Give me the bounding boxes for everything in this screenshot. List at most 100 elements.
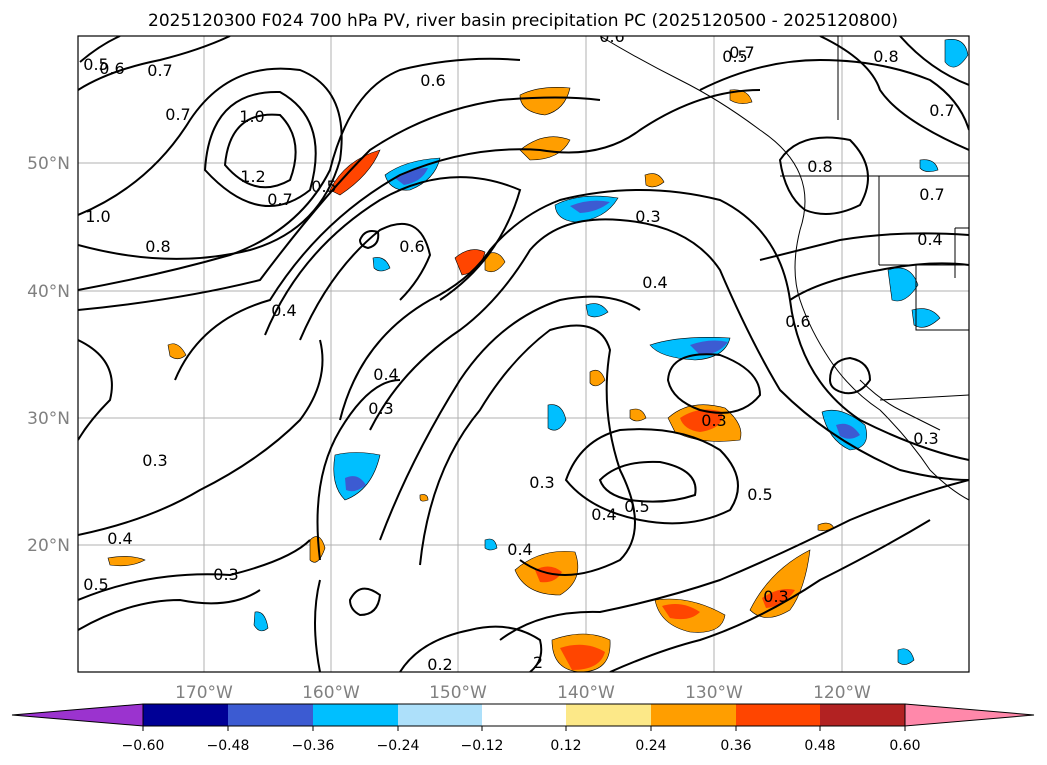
- pv-contour-line: [828, 356, 872, 395]
- lon-label-130w: 130°W: [685, 683, 743, 703]
- contour-label: 0.3: [142, 451, 167, 470]
- us-mexico-border: [879, 394, 969, 401]
- precip-patch: [519, 87, 571, 116]
- state-border: [878, 176, 969, 266]
- state-border: [915, 265, 969, 331]
- precip-patch: [911, 308, 941, 328]
- precip-patch: [484, 252, 506, 273]
- precip-patch: [484, 538, 498, 551]
- colorbar-tick-labels: −0.60 −0.48 −0.36 −0.24 −0.12 0.12 0.24 …: [122, 738, 921, 754]
- contour-label: 0.8: [807, 157, 832, 176]
- precip-patches: [107, 39, 969, 672]
- pv-contour-line: [358, 230, 380, 250]
- colorbar-tick-label: −0.24: [377, 738, 420, 754]
- map-panel[interactable]: 0.5 0.6 0.7 0.7 1.0 1.2 1.0 0.7 0.5 0.8 …: [77, 27, 970, 674]
- pv-contour-line: [78, 339, 113, 441]
- pv-contour-line: [78, 339, 324, 536]
- colorbar-extend-min: [11, 703, 144, 727]
- colorbar-bin: [313, 704, 398, 726]
- pv-contour-line: [379, 295, 641, 541]
- contour-label: 0.3: [763, 587, 788, 606]
- gridlines: [78, 36, 969, 672]
- contour-label: 0.3: [368, 399, 393, 418]
- contour-label: 0.3: [529, 473, 554, 492]
- colorbar-extend-max: [904, 703, 1035, 727]
- precip-patch: [395, 168, 428, 185]
- lat-label-30n: 30°N: [27, 409, 70, 429]
- precip-patch: [836, 423, 860, 439]
- contour-label: 0.6: [399, 237, 424, 256]
- colorbar-bin: [398, 704, 482, 726]
- pv-contour-line: [299, 222, 432, 341]
- colorbar-bin: [482, 704, 566, 726]
- contour-label: 0.4: [591, 505, 616, 524]
- pv-contour-line: [223, 113, 297, 189]
- contour-label: 0.6: [99, 59, 124, 78]
- precip-patch: [589, 369, 606, 387]
- pv-contour-line: [78, 539, 311, 601]
- contour-label: 0.5: [624, 497, 649, 516]
- contour-label: 0.3: [913, 429, 938, 448]
- colorbar-bin: [228, 704, 313, 726]
- precip-patch: [944, 39, 969, 68]
- precip-patch: [372, 257, 391, 272]
- pv-contour-line: [339, 189, 969, 461]
- lon-label-170w: 170°W: [175, 683, 233, 703]
- precip-patch: [662, 604, 700, 620]
- pv-contour-line: [598, 460, 697, 503]
- colorbar-tick-label: 0.36: [720, 738, 751, 754]
- colorbar-frame: [142, 703, 906, 727]
- contour-label: 0.5: [83, 55, 108, 74]
- contour-label: 0.4: [373, 365, 398, 384]
- precip-patch: [585, 303, 609, 318]
- precip-patch: [333, 452, 381, 501]
- pv-contour-line: [174, 89, 761, 381]
- pv-contour-line: [759, 232, 969, 261]
- lon-label-120w: 120°W: [813, 683, 871, 703]
- north-america-coast: [599, 36, 969, 501]
- lat-label-50n: 50°N: [27, 154, 70, 174]
- baja-coast: [859, 379, 941, 431]
- colorbar-tick-label: 0.24: [635, 738, 666, 754]
- contour-label: 0.7: [919, 185, 944, 204]
- colorbar-tick-label: 0.12: [550, 738, 581, 754]
- precip-patch: [519, 136, 571, 161]
- colorbar: −0.60 −0.48 −0.36 −0.24 −0.12 0.12 0.24 …: [11, 703, 1035, 754]
- pv-contour-line: [499, 479, 969, 641]
- precip-patch: [762, 589, 795, 608]
- colorbar-tick-label: −0.36: [292, 738, 335, 754]
- pv-contours: [78, 36, 969, 672]
- contour-label: 1.0: [239, 107, 264, 126]
- pv-contour-line: [314, 579, 321, 672]
- contour-labels: 0.5 0.6 0.7 0.7 1.0 1.2 1.0 0.7 0.5 0.8 …: [83, 36, 954, 674]
- precip-patch: [547, 404, 567, 431]
- precip-patch: [419, 494, 429, 502]
- pv-contour-line: [819, 36, 969, 151]
- colorbar-tick-label: −0.48: [207, 738, 250, 754]
- lat-label-40n: 40°N: [27, 282, 70, 302]
- contour-label: 0.3: [213, 565, 238, 584]
- precip-patch: [253, 611, 269, 632]
- contour-label: 0.7: [929, 101, 954, 120]
- lon-label-140w: 140°W: [557, 683, 615, 703]
- state-border: [954, 227, 969, 278]
- contour-label: 0.5: [747, 485, 772, 504]
- precip-patch: [454, 249, 486, 276]
- contour-label: 0.6: [785, 312, 810, 331]
- colorbar-tick-label: −0.12: [461, 738, 504, 754]
- precip-patch: [309, 536, 326, 563]
- lon-label-150w: 150°W: [429, 683, 487, 703]
- precip-patch: [570, 200, 610, 213]
- lat-label-20n: 20°N: [27, 536, 70, 556]
- contour-label: 0.2: [427, 655, 452, 674]
- pv-contour-line: [609, 519, 931, 672]
- contour-label: 0.4: [642, 273, 667, 292]
- pv-contour-line: [369, 218, 969, 481]
- contour-label: 0.5: [311, 177, 336, 196]
- contour-label: 0.4: [271, 301, 296, 320]
- contour-label: 0.4: [917, 230, 942, 249]
- contour-label: 0.4: [507, 540, 532, 559]
- contour-label: 0.5: [83, 575, 108, 594]
- pv-contour-line: [79, 36, 121, 63]
- lat-labels: 50°N 40°N 30°N 20°N: [27, 154, 70, 556]
